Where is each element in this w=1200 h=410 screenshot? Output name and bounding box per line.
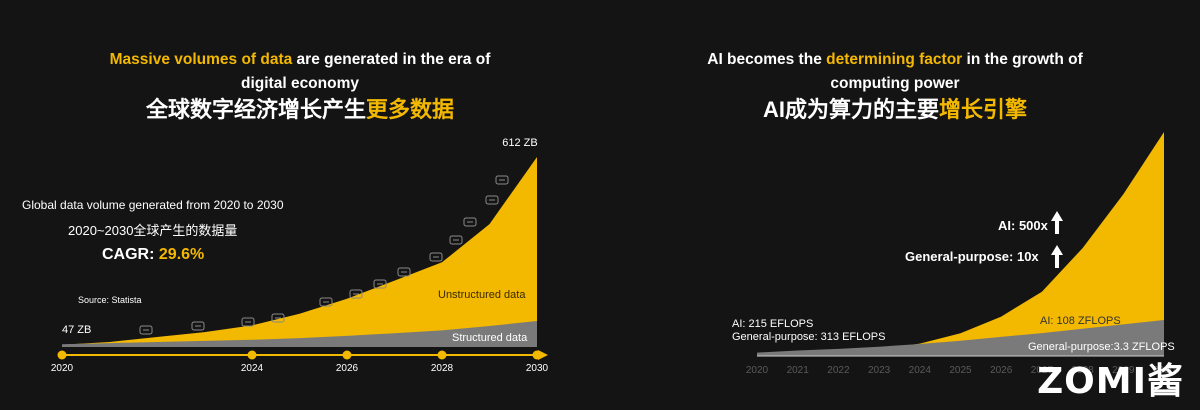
brand-watermark: ZOMI酱 — [1037, 361, 1184, 402]
chart-description-cn: 2020~2030全球产生的数据量 — [68, 223, 238, 238]
drone-icon-shape — [429, 252, 443, 262]
ai-growth-label: AI: 500x — [998, 218, 1048, 233]
left-cn-title-highlight: 更多数据 — [366, 97, 455, 122]
message-icon-shape — [319, 297, 333, 307]
tick-label-2026: 2026 — [336, 363, 359, 374]
end-ai-label: AI: 108 ZFLOPS — [1040, 315, 1121, 327]
tick-label-2020: 2020 — [51, 363, 74, 374]
gp-growth-label: General-purpose: 10x — [905, 249, 1039, 264]
unstructured-data-area — [62, 157, 537, 347]
unstructured-label: Unstructured data — [438, 289, 526, 301]
data-volume-chart: 2020 2024 2026 2028 2030 612 ZB 47 ZB Unstru… — [51, 137, 549, 374]
left-title: Massive volumes of data are generated in… — [40, 48, 560, 96]
end-value-label: 612 ZB — [502, 137, 537, 149]
cash-icon — [191, 321, 205, 331]
tick-label-2030: 2030 — [526, 363, 549, 374]
tick-label-2024: 2024 — [909, 365, 932, 376]
satellite-icon-shape — [485, 195, 499, 205]
general-purpose-area — [757, 320, 1164, 356]
helmet-icon-shape — [463, 217, 477, 227]
tick-label-2025: 2025 — [949, 365, 972, 376]
source-note: Source: Statista — [78, 295, 142, 305]
chart-description: Global data volume generated from 2020 t… — [22, 198, 284, 212]
tick-label-2024: 2024 — [241, 363, 264, 374]
structured-label: Structured data — [452, 332, 528, 344]
robot-icon — [449, 235, 463, 245]
tick-label-2028: 2028 — [431, 363, 454, 374]
right-title-pre: AI becomes the — [707, 51, 827, 68]
film-icon-shape — [349, 289, 363, 299]
robot-icon-shape — [449, 235, 463, 245]
chat-icon — [139, 325, 153, 335]
vr-icon — [397, 267, 411, 277]
start-ai-label: AI: 215 EFLOPS — [732, 318, 814, 330]
end-gp-label: General-purpose:3.3 ZFLOPS — [1028, 341, 1175, 353]
x-axis-ticks: 2020 2021 2022 2023 2024 2025 2026 2027 2028 2029… — [746, 365, 1176, 376]
film-icon — [349, 289, 363, 299]
right-cn-title-main: AI成为算力的主要 — [762, 97, 939, 122]
left-cn-title: 全球数字经济增长产生更多数据 — [40, 97, 560, 123]
right-title-line2: computing power — [830, 75, 960, 92]
start-gp-label: General-purpose: 313 EFLOPS — [732, 331, 886, 343]
tick-dot-2024 — [247, 350, 257, 360]
tick-label-2023: 2023 — [868, 365, 891, 376]
tick-label-2020: 2020 — [746, 365, 769, 376]
x-axis-ticks: 2020 2024 2026 2028 2030 — [51, 350, 549, 374]
vr-icon-shape — [397, 267, 411, 277]
tablet-icon-shape — [271, 313, 285, 323]
right-panel: AI becomes the determining factor in the… — [600, 0, 1200, 410]
tick-dot-2020 — [57, 350, 67, 360]
left-cn-title-main: 全球数字经济增长产生 — [145, 97, 366, 122]
right-cn-title: AI成为算力的主要增长引擎 — [625, 97, 1165, 123]
cagr-label: CAGR: — [102, 246, 159, 263]
right-title: AI becomes the determining factor in the… — [625, 48, 1165, 96]
tick-label-2030: 2030 — [1153, 365, 1176, 376]
car-icon — [495, 175, 509, 185]
tick-dot-2028 — [437, 350, 447, 360]
tick-dot-2026 — [342, 350, 352, 360]
left-title-highlight: Massive volumes of data — [109, 51, 293, 68]
music-icon — [373, 279, 387, 289]
tick-dot-2030 — [532, 350, 542, 360]
cash-icon-shape — [191, 321, 205, 331]
ai-compute-area — [757, 132, 1164, 356]
tick-label-2022: 2022 — [827, 365, 850, 376]
gp-growth-arrow — [1051, 245, 1063, 268]
helmet-icon — [463, 217, 477, 227]
car-icon-shape — [495, 175, 509, 185]
chat-icon-shape — [139, 325, 153, 335]
right-title-highlight: determining factor — [826, 51, 963, 68]
tick-label-2021: 2021 — [787, 365, 810, 376]
left-panel: Massive volumes of data are generated in… — [22, 48, 560, 374]
message-icon — [319, 297, 333, 307]
tick-label-2028: 2028 — [1071, 365, 1094, 376]
start-value-label: 47 ZB — [62, 324, 91, 336]
tick-label-2026: 2026 — [990, 365, 1013, 376]
right-title-rest: in the growth of — [962, 51, 1083, 68]
drone-icon — [429, 252, 443, 262]
left-title-rest: are generated in the era of — [292, 51, 491, 68]
cagr-value: 29.6% — [158, 246, 205, 263]
right-cn-title-highlight: 增长引擎 — [939, 97, 1028, 122]
music-icon-shape — [373, 279, 387, 289]
structured-data-area — [62, 321, 537, 347]
cart-icon — [241, 317, 255, 327]
cagr: CAGR: 29.6% — [102, 246, 204, 264]
tick-label-2029: 2029 — [1112, 365, 1135, 376]
tick-label-2027: 2027 — [1031, 365, 1054, 376]
tablet-icon — [271, 313, 285, 323]
ai-growth-arrow — [1051, 211, 1063, 234]
satellite-icon — [485, 195, 499, 205]
cart-icon-shape — [241, 317, 255, 327]
computing-power-chart: 2020 2021 2022 2023 2024 2025 2026 2027 2028 2029… — [746, 132, 1176, 376]
data-source-icons — [139, 175, 509, 335]
left-title-line2: digital economy — [241, 75, 359, 92]
